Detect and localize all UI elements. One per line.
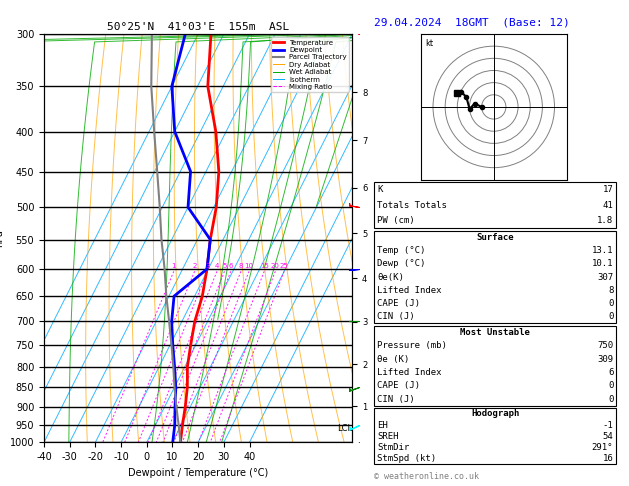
- Y-axis label: hPa: hPa: [0, 229, 4, 247]
- Text: PW (cm): PW (cm): [377, 216, 415, 225]
- Text: 309: 309: [597, 354, 613, 364]
- Text: EH: EH: [377, 420, 388, 430]
- Text: Most Unstable: Most Unstable: [460, 328, 530, 337]
- Text: Surface: Surface: [477, 233, 514, 242]
- Text: © weatheronline.co.uk: © weatheronline.co.uk: [374, 472, 479, 481]
- Text: Totals Totals: Totals Totals: [377, 201, 447, 210]
- Text: -1: -1: [603, 420, 613, 430]
- Text: 10: 10: [245, 263, 253, 269]
- Text: 16: 16: [603, 454, 613, 463]
- Text: StmSpd (kt): StmSpd (kt): [377, 454, 437, 463]
- Text: Pressure (mb): Pressure (mb): [377, 341, 447, 350]
- Y-axis label: km
ASL: km ASL: [384, 238, 400, 258]
- Text: 1: 1: [172, 263, 176, 269]
- Text: 13.1: 13.1: [592, 246, 613, 255]
- Text: CAPE (J): CAPE (J): [377, 299, 420, 308]
- Text: 5: 5: [222, 263, 226, 269]
- Text: Hodograph: Hodograph: [471, 409, 520, 418]
- Text: StmDir: StmDir: [377, 443, 409, 452]
- Text: Temp (°C): Temp (°C): [377, 246, 426, 255]
- Text: 20: 20: [271, 263, 280, 269]
- Legend: Temperature, Dewpoint, Parcel Trajectory, Dry Adiabat, Wet Adiabat, Isotherm, Mi: Temperature, Dewpoint, Parcel Trajectory…: [271, 37, 348, 92]
- Text: 0: 0: [608, 381, 613, 390]
- Text: kt: kt: [426, 39, 434, 48]
- Text: 2: 2: [192, 263, 197, 269]
- Text: 0: 0: [608, 312, 613, 321]
- Text: 54: 54: [603, 432, 613, 441]
- Text: 3: 3: [205, 263, 209, 269]
- Text: 1.8: 1.8: [597, 216, 613, 225]
- Text: Lifted Index: Lifted Index: [377, 286, 442, 295]
- Text: 25: 25: [280, 263, 289, 269]
- X-axis label: Dewpoint / Temperature (°C): Dewpoint / Temperature (°C): [128, 468, 268, 478]
- Text: 15: 15: [260, 263, 269, 269]
- Text: 41: 41: [603, 201, 613, 210]
- Text: θe(K): θe(K): [377, 273, 404, 281]
- Text: Lifted Index: Lifted Index: [377, 368, 442, 377]
- Text: 0: 0: [608, 299, 613, 308]
- Text: θe (K): θe (K): [377, 354, 409, 364]
- Text: SREH: SREH: [377, 432, 399, 441]
- Text: 750: 750: [597, 341, 613, 350]
- Title: 50°25'N  41°03'E  155m  ASL: 50°25'N 41°03'E 155m ASL: [107, 22, 289, 32]
- Text: 8: 8: [238, 263, 243, 269]
- Text: 6: 6: [608, 368, 613, 377]
- Text: 291°: 291°: [592, 443, 613, 452]
- Text: 6: 6: [228, 263, 233, 269]
- Text: 29.04.2024  18GMT  (Base: 12): 29.04.2024 18GMT (Base: 12): [374, 17, 570, 27]
- Text: K: K: [377, 186, 383, 194]
- Text: 307: 307: [597, 273, 613, 281]
- Text: CAPE (J): CAPE (J): [377, 381, 420, 390]
- Text: 10.1: 10.1: [592, 260, 613, 268]
- Text: CIN (J): CIN (J): [377, 312, 415, 321]
- Text: 8: 8: [608, 286, 613, 295]
- Text: 4: 4: [214, 263, 219, 269]
- Text: 0: 0: [608, 395, 613, 404]
- Text: 17: 17: [603, 186, 613, 194]
- Text: LCL: LCL: [337, 424, 352, 433]
- Text: Dewp (°C): Dewp (°C): [377, 260, 426, 268]
- Text: CIN (J): CIN (J): [377, 395, 415, 404]
